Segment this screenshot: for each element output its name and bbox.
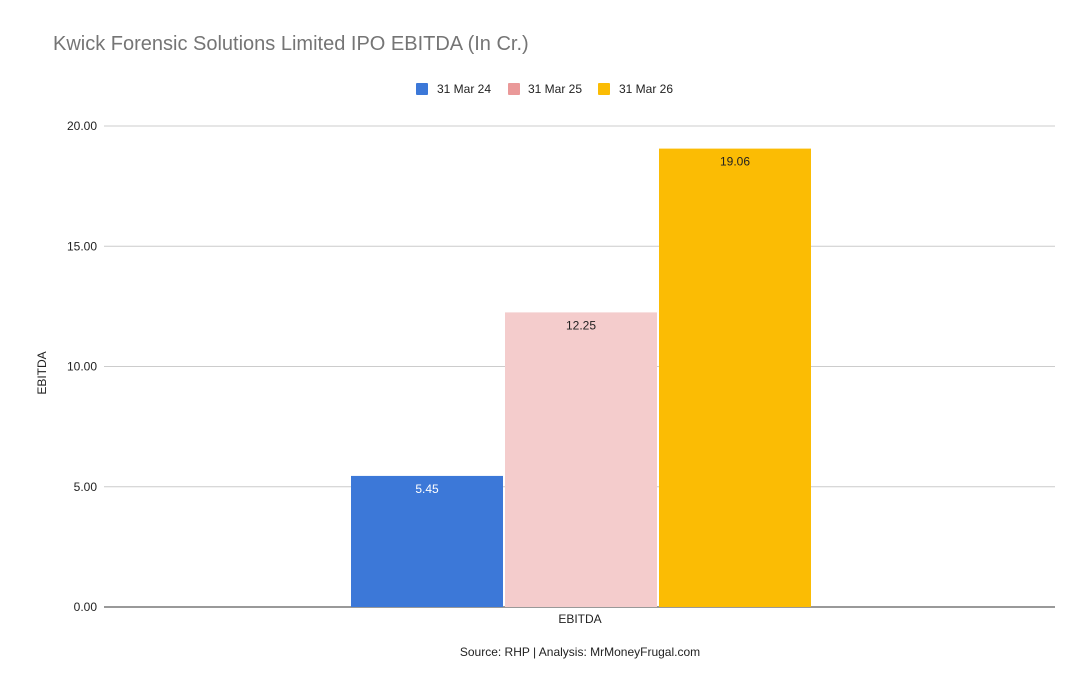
x-category-label: EBITDA — [558, 612, 601, 626]
y-tick-label: 20.00 — [67, 119, 97, 133]
data-labels: 5.45 12.25 19.06 — [415, 155, 750, 496]
legend-swatch-31-mar-24 — [416, 83, 428, 95]
data-label-31-mar-25: 12.25 — [566, 318, 596, 332]
chart-title: Kwick Forensic Solutions Limited IPO EBI… — [53, 33, 529, 55]
bar-31-mar-24 — [351, 475, 503, 607]
bars — [351, 148, 811, 607]
bar-31-mar-25 — [505, 312, 657, 607]
data-label-31-mar-26: 19.06 — [720, 155, 750, 169]
y-tick-label: 0.00 — [74, 600, 98, 614]
legend-swatch-31-mar-25 — [508, 83, 520, 95]
y-tick-label: 10.00 — [67, 360, 97, 374]
source-note: Source: RHP | Analysis: MrMoneyFrugal.co… — [460, 645, 700, 659]
legend-label-31-mar-26: 31 Mar 26 — [619, 82, 673, 96]
y-axis-title: EBITDA — [35, 351, 49, 394]
legend: 31 Mar 24 31 Mar 25 31 Mar 26 — [416, 82, 673, 96]
legend-label-31-mar-24: 31 Mar 24 — [437, 82, 491, 96]
legend-swatch-31-mar-26 — [598, 83, 610, 95]
legend-label-31-mar-25: 31 Mar 25 — [528, 82, 582, 96]
data-label-31-mar-24: 5.45 — [415, 482, 439, 496]
y-tick-label: 15.00 — [67, 239, 97, 253]
bar-31-mar-26 — [659, 148, 811, 607]
y-axis-ticks: 0.00 5.00 10.00 15.00 20.00 — [67, 119, 97, 614]
y-tick-label: 5.00 — [74, 480, 98, 494]
